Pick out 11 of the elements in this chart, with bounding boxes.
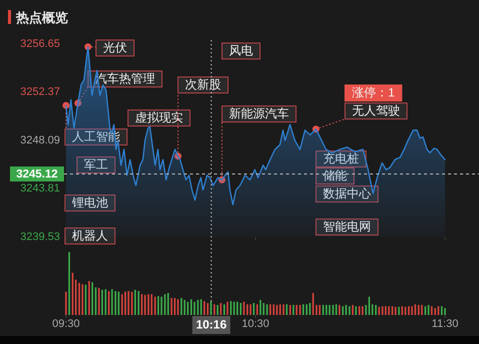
y-tick-label: 3252.37 bbox=[20, 86, 60, 98]
chart-title: 热点概览 bbox=[15, 10, 68, 25]
y-tick-label: 3256.65 bbox=[20, 38, 60, 50]
y-tick-label: 3248.09 bbox=[20, 134, 60, 146]
ref-line-label: 10:16 bbox=[196, 318, 227, 332]
x-tick-label: 09:30 bbox=[52, 318, 80, 330]
x-tick-label: 11:30 bbox=[432, 318, 458, 330]
y-tick-label: 3239.53 bbox=[20, 230, 60, 243]
x-tick-label: 10:30 bbox=[242, 318, 270, 330]
y-tick-label: 3243.81 bbox=[20, 182, 60, 195]
ref-line-label: 3245.12 bbox=[16, 168, 58, 181]
